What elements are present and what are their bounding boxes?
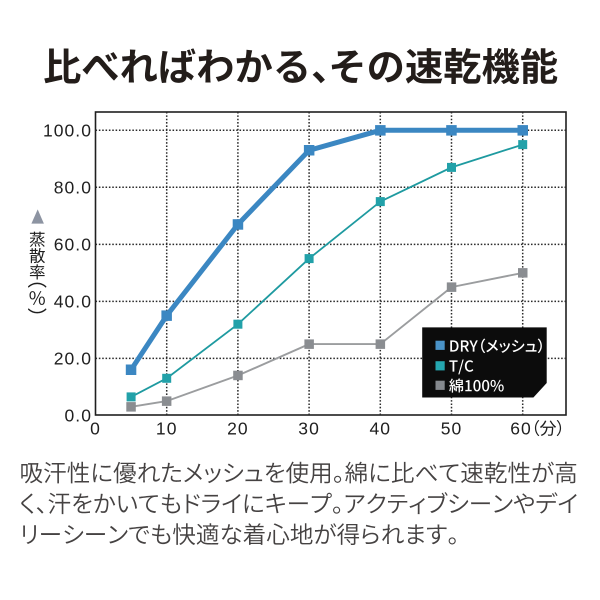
svg-text:0.0: 0.0 xyxy=(65,406,92,426)
svg-text:40.0: 40.0 xyxy=(54,292,92,312)
svg-text:30: 30 xyxy=(298,419,320,439)
svg-text:20: 20 xyxy=(227,419,249,439)
svg-text:50: 50 xyxy=(441,419,463,439)
svg-text:20.0: 20.0 xyxy=(54,349,92,369)
svg-text:80.0: 80.0 xyxy=(54,178,92,198)
svg-text:0: 0 xyxy=(90,419,101,439)
svg-text:10: 10 xyxy=(156,419,178,439)
svg-text:40: 40 xyxy=(370,419,392,439)
svg-text:60: 60 xyxy=(510,419,532,439)
svg-text:60.0: 60.0 xyxy=(54,235,92,255)
svg-text:100.0: 100.0 xyxy=(43,121,92,141)
